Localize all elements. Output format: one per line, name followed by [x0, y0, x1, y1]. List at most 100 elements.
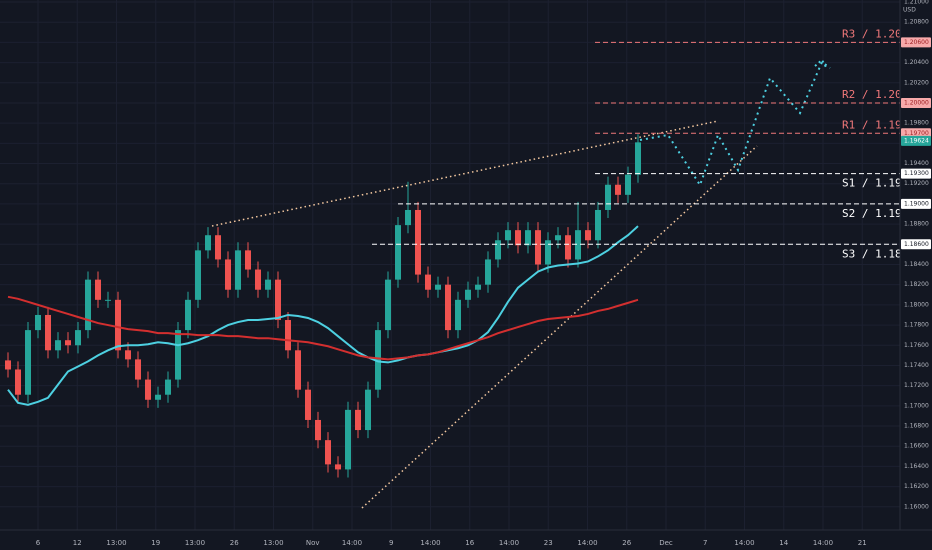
- drawings: [211, 58, 831, 509]
- level-label: S1 / 1.1930: [842, 177, 915, 190]
- upper-trendline: [211, 120, 719, 227]
- candle-body: [295, 350, 301, 390]
- candle-body: [515, 230, 521, 246]
- level-tag: [901, 97, 931, 108]
- candle-body: [615, 184, 621, 195]
- candle-body: [435, 284, 441, 290]
- candle-body: [245, 250, 251, 270]
- level-tag: [901, 239, 931, 250]
- candle-body: [445, 284, 451, 331]
- level-label: R2 / 1.2000: [842, 88, 915, 101]
- x-tick-label: 26: [622, 539, 631, 547]
- candle-body: [265, 279, 271, 290]
- candle-body: [355, 409, 361, 431]
- y-tick-label: 1.20200: [904, 79, 929, 86]
- y-tick-label: 1.17000: [904, 402, 929, 409]
- candle-body: [215, 235, 221, 260]
- x-tick-label: 14:00: [342, 539, 362, 547]
- last-price-tag: [901, 135, 931, 146]
- candle-body: [485, 259, 491, 285]
- candle-body: [395, 225, 401, 280]
- level-label: R1 / 1.1970: [842, 118, 915, 131]
- x-tick-label: 6: [36, 539, 41, 547]
- last-price-label: 1.19624: [904, 137, 929, 144]
- candle-body: [235, 250, 241, 290]
- candle-body: [555, 235, 561, 241]
- y-tick-label: 1.20800: [904, 19, 929, 26]
- moving-average: [7, 225, 639, 406]
- price-axis: [900, 0, 932, 550]
- x-tick-label: 14:00: [813, 539, 833, 547]
- level-tag: [901, 37, 931, 48]
- x-tick-label: 14:00: [577, 539, 597, 547]
- candle-body: [85, 279, 91, 331]
- level-tag-label: 1.19300: [904, 170, 929, 177]
- y-tick-label: 1.17400: [904, 362, 929, 369]
- currency-label: USD: [903, 7, 916, 14]
- x-tick-label: 9: [389, 539, 393, 547]
- candle-body: [585, 230, 591, 241]
- candle-body: [505, 230, 511, 241]
- moving-average: [7, 295, 639, 361]
- candle-body: [175, 330, 181, 380]
- y-tick-label: 1.18800: [904, 221, 929, 228]
- level-label: S3 / 1.1860: [842, 247, 915, 260]
- x-tick-label: 19: [151, 539, 160, 547]
- x-tick-label: 12: [73, 539, 82, 547]
- candle-body: [315, 419, 321, 441]
- x-tick-label: Dec: [659, 539, 673, 547]
- y-tick-label: 1.19200: [904, 180, 929, 187]
- candle-body: [385, 279, 391, 331]
- candle-body: [145, 379, 151, 400]
- candle-body: [375, 330, 381, 390]
- candle-body: [155, 394, 161, 400]
- candle-body: [605, 184, 611, 210]
- x-tick-label: 13:00: [106, 539, 126, 547]
- candle-body: [15, 369, 21, 395]
- level-tag: [901, 168, 931, 179]
- y-tick-label: 1.19800: [904, 120, 929, 127]
- x-tick-label: Nov: [306, 539, 320, 547]
- candle-body: [135, 359, 141, 380]
- candle-body: [55, 340, 61, 351]
- candle-body: [205, 235, 211, 251]
- y-tick-label: 1.19400: [904, 160, 929, 167]
- candle-body: [415, 209, 421, 275]
- level-tag-label: 1.20600: [904, 39, 929, 46]
- x-tick-label: 13:00: [185, 539, 205, 547]
- x-tick-label: 14: [779, 539, 788, 547]
- level-tag-label: 1.18600: [904, 241, 929, 248]
- candle-body: [405, 209, 411, 226]
- level-tag: [901, 198, 931, 209]
- level-tag: [901, 128, 931, 139]
- y-tick-label: 1.18000: [904, 301, 929, 308]
- y-tick-label: 1.16200: [904, 483, 929, 490]
- level-tag-label: 1.19700: [904, 130, 929, 137]
- candle-body: [255, 269, 261, 290]
- candle-body: [95, 279, 101, 300]
- candle-body: [305, 389, 311, 420]
- candle-body: [535, 230, 541, 265]
- candle-body: [625, 174, 631, 195]
- x-tick-label: 26: [230, 539, 239, 547]
- axis: 1.16000 1.16200 1.16400 1.16600 1.16800 1.170…: [36, 0, 931, 547]
- candle-body: [35, 314, 41, 331]
- candle-body: [165, 379, 171, 395]
- candle-body: [345, 409, 351, 470]
- candle-body: [285, 320, 291, 351]
- candle-body: [5, 360, 11, 370]
- candle-body: [565, 235, 571, 260]
- candle-body: [465, 289, 471, 300]
- candle-body: [275, 279, 281, 321]
- projection-path: [639, 60, 831, 188]
- candle-body: [25, 330, 31, 395]
- candle-body: [335, 464, 341, 470]
- candle-body: [495, 240, 501, 260]
- candle-body: [45, 314, 51, 351]
- candle-body: [475, 284, 481, 290]
- x-tick-label: 16: [465, 539, 474, 547]
- y-tick-label: 1.17600: [904, 342, 929, 349]
- y-tick-label: 1.16800: [904, 423, 929, 430]
- x-tick-label: 14:00: [499, 539, 519, 547]
